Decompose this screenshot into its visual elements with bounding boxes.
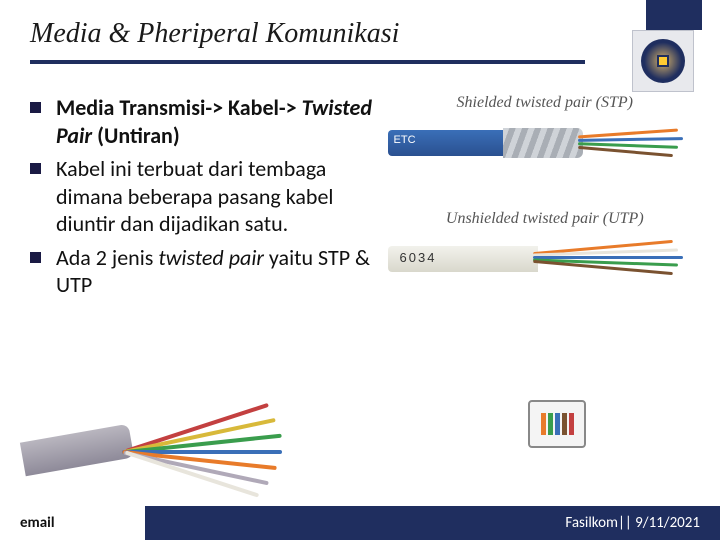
slide-header: Media & Pheriperal Komunikasi <box>0 0 720 64</box>
image-column: Shielded twisted pair (STP) ETC Unshield… <box>388 94 702 305</box>
corner-accent <box>646 0 702 30</box>
bullet-item: Ada 2 jenis twisted pair yaitu STP & UTP <box>30 244 378 299</box>
footer-email: email <box>0 506 145 540</box>
stp-label: Shielded twisted pair (STP) <box>388 94 702 112</box>
bullet-item: Media Transmisi-> Kabel-> Twisted Pair (… <box>30 94 378 149</box>
bullet-text: (Untiran) <box>92 122 180 149</box>
bullet-text: Ada 2 jenis <box>56 244 158 271</box>
text-column: Media Transmisi-> Kabel-> Twisted Pair (… <box>30 94 378 305</box>
title-underline <box>30 60 585 64</box>
footer: email Fasilkom|| 9/11/2021 <box>0 506 720 540</box>
stp-illustration: ETC <box>388 116 688 166</box>
university-logo <box>632 30 694 92</box>
utp-tag: 6034 <box>400 250 437 265</box>
utp-illustration: 6034 <box>388 232 688 282</box>
multi-wire-illustration <box>52 378 282 488</box>
footer-info: Fasilkom|| 9/11/2021 <box>145 506 720 540</box>
bullet-list: Media Transmisi-> Kabel-> Twisted Pair (… <box>30 94 378 299</box>
bullet-text: Media Transmisi-> Kabel-> <box>56 94 302 121</box>
stp-tag: ETC <box>394 134 416 146</box>
bullet-text: Kabel ini terbuat dari tembaga dimana be… <box>56 155 333 237</box>
bullet-item: Kabel ini terbuat dari tembaga dimana be… <box>30 155 378 238</box>
content-area: Media Transmisi-> Kabel-> Twisted Pair (… <box>0 64 720 305</box>
utp-label: Unshielded twisted pair (UTP) <box>388 210 702 228</box>
rj45-connector-icon <box>528 400 586 448</box>
utp-block: Unshielded twisted pair (UTP) 6034 <box>388 210 702 282</box>
bullet-italic: twisted pair <box>158 244 264 271</box>
page-title: Media & Pheriperal Komunikasi <box>30 18 690 58</box>
stp-block: Shielded twisted pair (STP) ETC <box>388 94 702 166</box>
